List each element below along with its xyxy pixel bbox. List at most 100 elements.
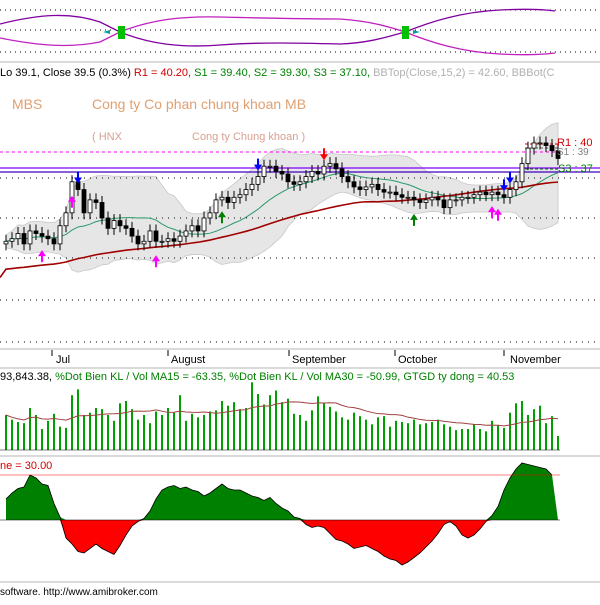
candle-body — [555, 150, 561, 159]
sell-arrow — [320, 148, 328, 161]
s1-text: S1 = 39.40, — [194, 67, 254, 79]
candle-body — [429, 196, 435, 201]
top-indicator-strip — [0, 8, 600, 56]
candle-body — [9, 238, 15, 242]
strip-cross-marker — [402, 26, 409, 39]
sell-arrow — [506, 171, 514, 184]
sell-arrow — [500, 179, 508, 192]
bbbot-text: BBBot(C — [511, 67, 555, 79]
candle-body — [255, 176, 261, 185]
strip-cross-marker — [118, 26, 125, 39]
candle-body — [351, 181, 357, 188]
r1-text: R1 = 40.20, — [133, 67, 195, 79]
candle-body — [231, 196, 237, 203]
candle-body — [117, 220, 123, 227]
candle-body — [483, 191, 489, 196]
candle-body — [357, 186, 363, 190]
candle-body — [51, 238, 57, 245]
candle-body — [405, 196, 411, 199]
candle-body — [165, 238, 171, 242]
ma50-line — [0, 181, 559, 278]
candle-body — [189, 225, 195, 232]
oscillator-pane — [0, 462, 560, 566]
candle-body — [333, 163, 339, 170]
oscillator-info-line: ne = 30.00 — [0, 460, 52, 472]
oscillator-negative-area — [6, 520, 558, 565]
sell-arrow — [74, 171, 82, 184]
candle-body — [27, 230, 33, 245]
buy-arrow — [38, 250, 46, 263]
candle-body — [381, 189, 387, 193]
signal-arrows — [38, 148, 514, 268]
candle-body — [3, 240, 9, 245]
company-title: Cong ty Co phan chung khoan MB — [92, 96, 307, 112]
strip-arrow — [413, 30, 420, 34]
candle-body — [513, 181, 519, 190]
candle-body — [423, 199, 429, 203]
support-resistance-lines — [0, 143, 600, 173]
volume-ma-line — [5, 401, 559, 427]
candle-body — [447, 199, 453, 209]
candle-body — [45, 235, 51, 240]
footer-credit: software. http://www.amibroker.com — [0, 587, 158, 598]
volume-pane — [0, 382, 560, 451]
s3-level-label: S3 : 37 — [558, 163, 593, 175]
volume-value-text: 93,843.38, — [0, 371, 56, 383]
candle-body — [99, 202, 105, 219]
candle-body — [519, 163, 525, 183]
candle-body — [183, 230, 189, 237]
candle-body — [399, 194, 405, 198]
x-tick-jul: Jul — [56, 354, 71, 366]
strip-upper-line — [0, 8, 556, 47]
s1-level-label: S1 : 39 — [557, 147, 589, 158]
ticker-title: MBS — [12, 96, 43, 112]
osc-value-text: ne = 30.00 — [0, 460, 53, 472]
candle-body — [453, 199, 459, 202]
s2-text: S2 = 39.30, — [253, 67, 314, 79]
candle-body — [363, 186, 369, 190]
candle-body — [33, 230, 39, 234]
candle-body — [237, 194, 243, 198]
candle-body — [375, 183, 381, 190]
candle-body — [249, 183, 255, 190]
vol-ma15-text: %Dot Bien KL / Vol MA15 = -63.35, — [55, 371, 230, 383]
buy-arrow — [494, 208, 502, 221]
candle-body — [57, 225, 63, 245]
candle-body — [417, 199, 423, 203]
candle-body — [207, 212, 213, 219]
oscillator-line — [5, 462, 553, 566]
candle-body — [507, 189, 513, 198]
sector-label: Cong ty Chung khoan ) — [192, 131, 306, 143]
candle-body — [93, 199, 99, 203]
candle-body — [225, 196, 231, 203]
candle-body — [213, 199, 219, 214]
price-text: Lo 39.1, Close 39.5 (0.3%) — [0, 67, 134, 79]
candle-body — [87, 199, 93, 214]
buy-arrow — [218, 211, 226, 224]
strip-arrow — [103, 30, 110, 34]
candle-body — [261, 165, 267, 177]
candle-body — [315, 171, 321, 175]
candle-body — [273, 165, 279, 172]
r1-level-label: R1 : 40 — [557, 137, 593, 149]
candle-body — [153, 230, 159, 242]
candle-body — [531, 142, 537, 149]
candle-body — [123, 225, 129, 229]
vol-ma30-text: %Dot Bien KL / Vol MA30 = -50.99, — [229, 371, 404, 383]
x-tick-october: October — [398, 354, 438, 366]
candle-body — [471, 194, 477, 198]
candle-body — [159, 240, 165, 243]
candle-body — [441, 199, 447, 209]
candle-body — [219, 196, 225, 201]
buy-arrow — [68, 195, 76, 208]
candle-body — [543, 142, 549, 146]
candle-body — [147, 230, 153, 242]
candle-body — [201, 217, 207, 232]
candle-body — [411, 196, 417, 201]
gtgd-text: GTGD ty dong = 40.53 — [403, 371, 515, 383]
candle-body — [525, 147, 531, 165]
x-tick-august: August — [171, 354, 206, 366]
candle-body — [327, 163, 333, 167]
candle-body — [339, 168, 345, 177]
candle-body — [177, 235, 183, 242]
